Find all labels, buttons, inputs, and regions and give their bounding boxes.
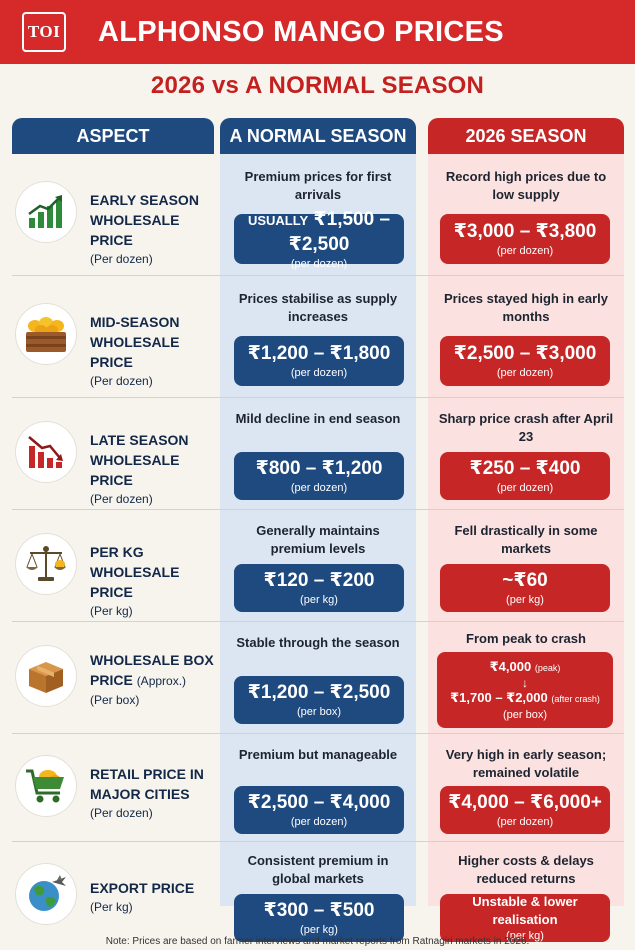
aspect-label: PER KG WHOLESALE PRICE (Per kg)	[90, 544, 180, 618]
season-price-pill: ₹250 – ₹400 (per dozen)	[440, 452, 610, 500]
aspect-label: LATE SEASON WHOLESALE PRICE (Per dozen)	[90, 432, 189, 506]
season-price-pill: ~₹60 (per kg)	[440, 564, 610, 612]
normal-description: Mild decline in end season	[235, 411, 401, 426]
table-row-export-price: EXPORT PRICE (Per kg) Consistent premium…	[0, 842, 635, 950]
normal-column-background	[220, 154, 416, 906]
row-divider	[12, 841, 624, 842]
footnote: Note: Prices are based on farmer intervi…	[105, 936, 530, 947]
season-price-pill: ₹2,500 – ₹3,000 (per dozen)	[440, 336, 610, 386]
normal-price-pill: ₹800 – ₹1,200 (per dozen)	[234, 452, 404, 500]
table-row-mid-season: MID-SEASON WHOLESALE PRICE (Per dozen) P…	[0, 276, 635, 398]
toi-logo: TOI	[22, 12, 66, 52]
normal-description: Premium prices for first arrivals	[244, 169, 392, 202]
scale-icon	[16, 534, 76, 594]
table-row-retail-price: RETAIL PRICE IN MAJOR CITIES (Per dozen)…	[0, 734, 635, 842]
growth-chart-icon	[16, 182, 76, 242]
column-header-aspect: ASPECT	[12, 118, 214, 154]
table-row-late-season: LATE SEASON WHOLESALE PRICE (Per dozen) …	[0, 398, 635, 510]
normal-price-pill: ₹1,200 – ₹1,800 (per dozen)	[234, 336, 404, 386]
season-description: Higher costs & delays reduced returns	[458, 853, 594, 886]
season-description: From peak to crash	[466, 631, 586, 646]
decline-chart-icon	[16, 422, 76, 482]
row-divider	[12, 509, 624, 510]
season-description: Very high in early season; remained vola…	[445, 747, 607, 780]
normal-description: Premium but manageable	[238, 747, 398, 762]
down-arrow-icon: ↓	[522, 676, 528, 690]
shopping-cart-icon	[16, 756, 76, 816]
row-divider	[12, 275, 624, 276]
season-price-pill: ₹3,000 – ₹3,800 (per dozen)	[440, 214, 610, 264]
row-divider	[12, 733, 624, 734]
season-description: Prices stayed high in early months	[443, 291, 609, 324]
normal-price-pill: USUALLY ₹1,500 – ₹2,500 (per dozen)	[234, 209, 404, 270]
season-price-pill: Unstable & lower realisation (per kg)	[440, 894, 610, 942]
normal-price-pill: ₹2,500 – ₹4,000 (per dozen)	[234, 786, 404, 834]
table-row-early-season: EARLY SEASON WHOLESALE PRICE (Per dozen)…	[0, 154, 635, 276]
normal-description: Consistent premium in global markets	[247, 853, 389, 886]
season-description: Record high prices due to low supply	[445, 169, 607, 202]
aspect-label: RETAIL PRICE IN MAJOR CITIES (Per dozen)	[90, 766, 204, 820]
page-subtitle: 2026 vs A NORMAL SEASON	[150, 72, 485, 99]
season-description: Sharp price crash after April 23	[438, 411, 614, 444]
aspect-label: WHOLESALE BOX PRICE (Approx.) (Per box)	[90, 652, 214, 707]
aspect-label: EARLY SEASON WHOLESALE PRICE (Per dozen)	[90, 192, 199, 266]
normal-price-pill: ₹300 – ₹500 (per kg)	[234, 894, 404, 942]
season-column-background	[428, 154, 624, 906]
season-price-pill: ₹4,000 (peak) ↓ ₹1,700 – ₹2,000 (after c…	[437, 652, 613, 728]
mango-crate-icon	[16, 304, 76, 364]
box-icon	[16, 646, 76, 706]
table-row-per-kg: PER KG WHOLESALE PRICE (Per kg) Generall…	[0, 510, 635, 622]
globe-plane-icon	[16, 864, 76, 924]
comparison-table: ASPECT A NORMAL SEASON 2026 SEASON EARLY…	[0, 118, 635, 942]
normal-description: Prices stabilise as supply increases	[238, 291, 398, 324]
table-row-wholesale-box: WHOLESALE BOX PRICE (Approx.) (Per box) …	[0, 622, 635, 734]
normal-description: Stable through the season	[236, 635, 400, 650]
aspect-label: EXPORT PRICE (Per kg)	[90, 880, 195, 914]
aspect-label: MID-SEASON WHOLESALE PRICE (Per dozen)	[90, 314, 180, 388]
column-header-normal-season: A NORMAL SEASON	[220, 118, 416, 154]
page-title: ALPHONSO MANGO PRICES	[98, 15, 504, 48]
season-price-pill: ₹4,000 – ₹6,000+ (per dozen)	[440, 786, 610, 834]
normal-price-pill: ₹120 – ₹200 (per kg)	[234, 564, 404, 612]
row-divider	[12, 397, 624, 398]
row-divider	[12, 621, 624, 622]
column-header-2026-season: 2026 SEASON	[428, 118, 624, 154]
normal-description: Generally maintains premium levels	[256, 523, 380, 556]
season-description: Fell drastically in some markets	[454, 523, 598, 556]
normal-price-pill: ₹1,200 – ₹2,500 (per box)	[234, 676, 404, 724]
header-bar: TOI ALPHONSO MANGO PRICES	[0, 0, 635, 64]
